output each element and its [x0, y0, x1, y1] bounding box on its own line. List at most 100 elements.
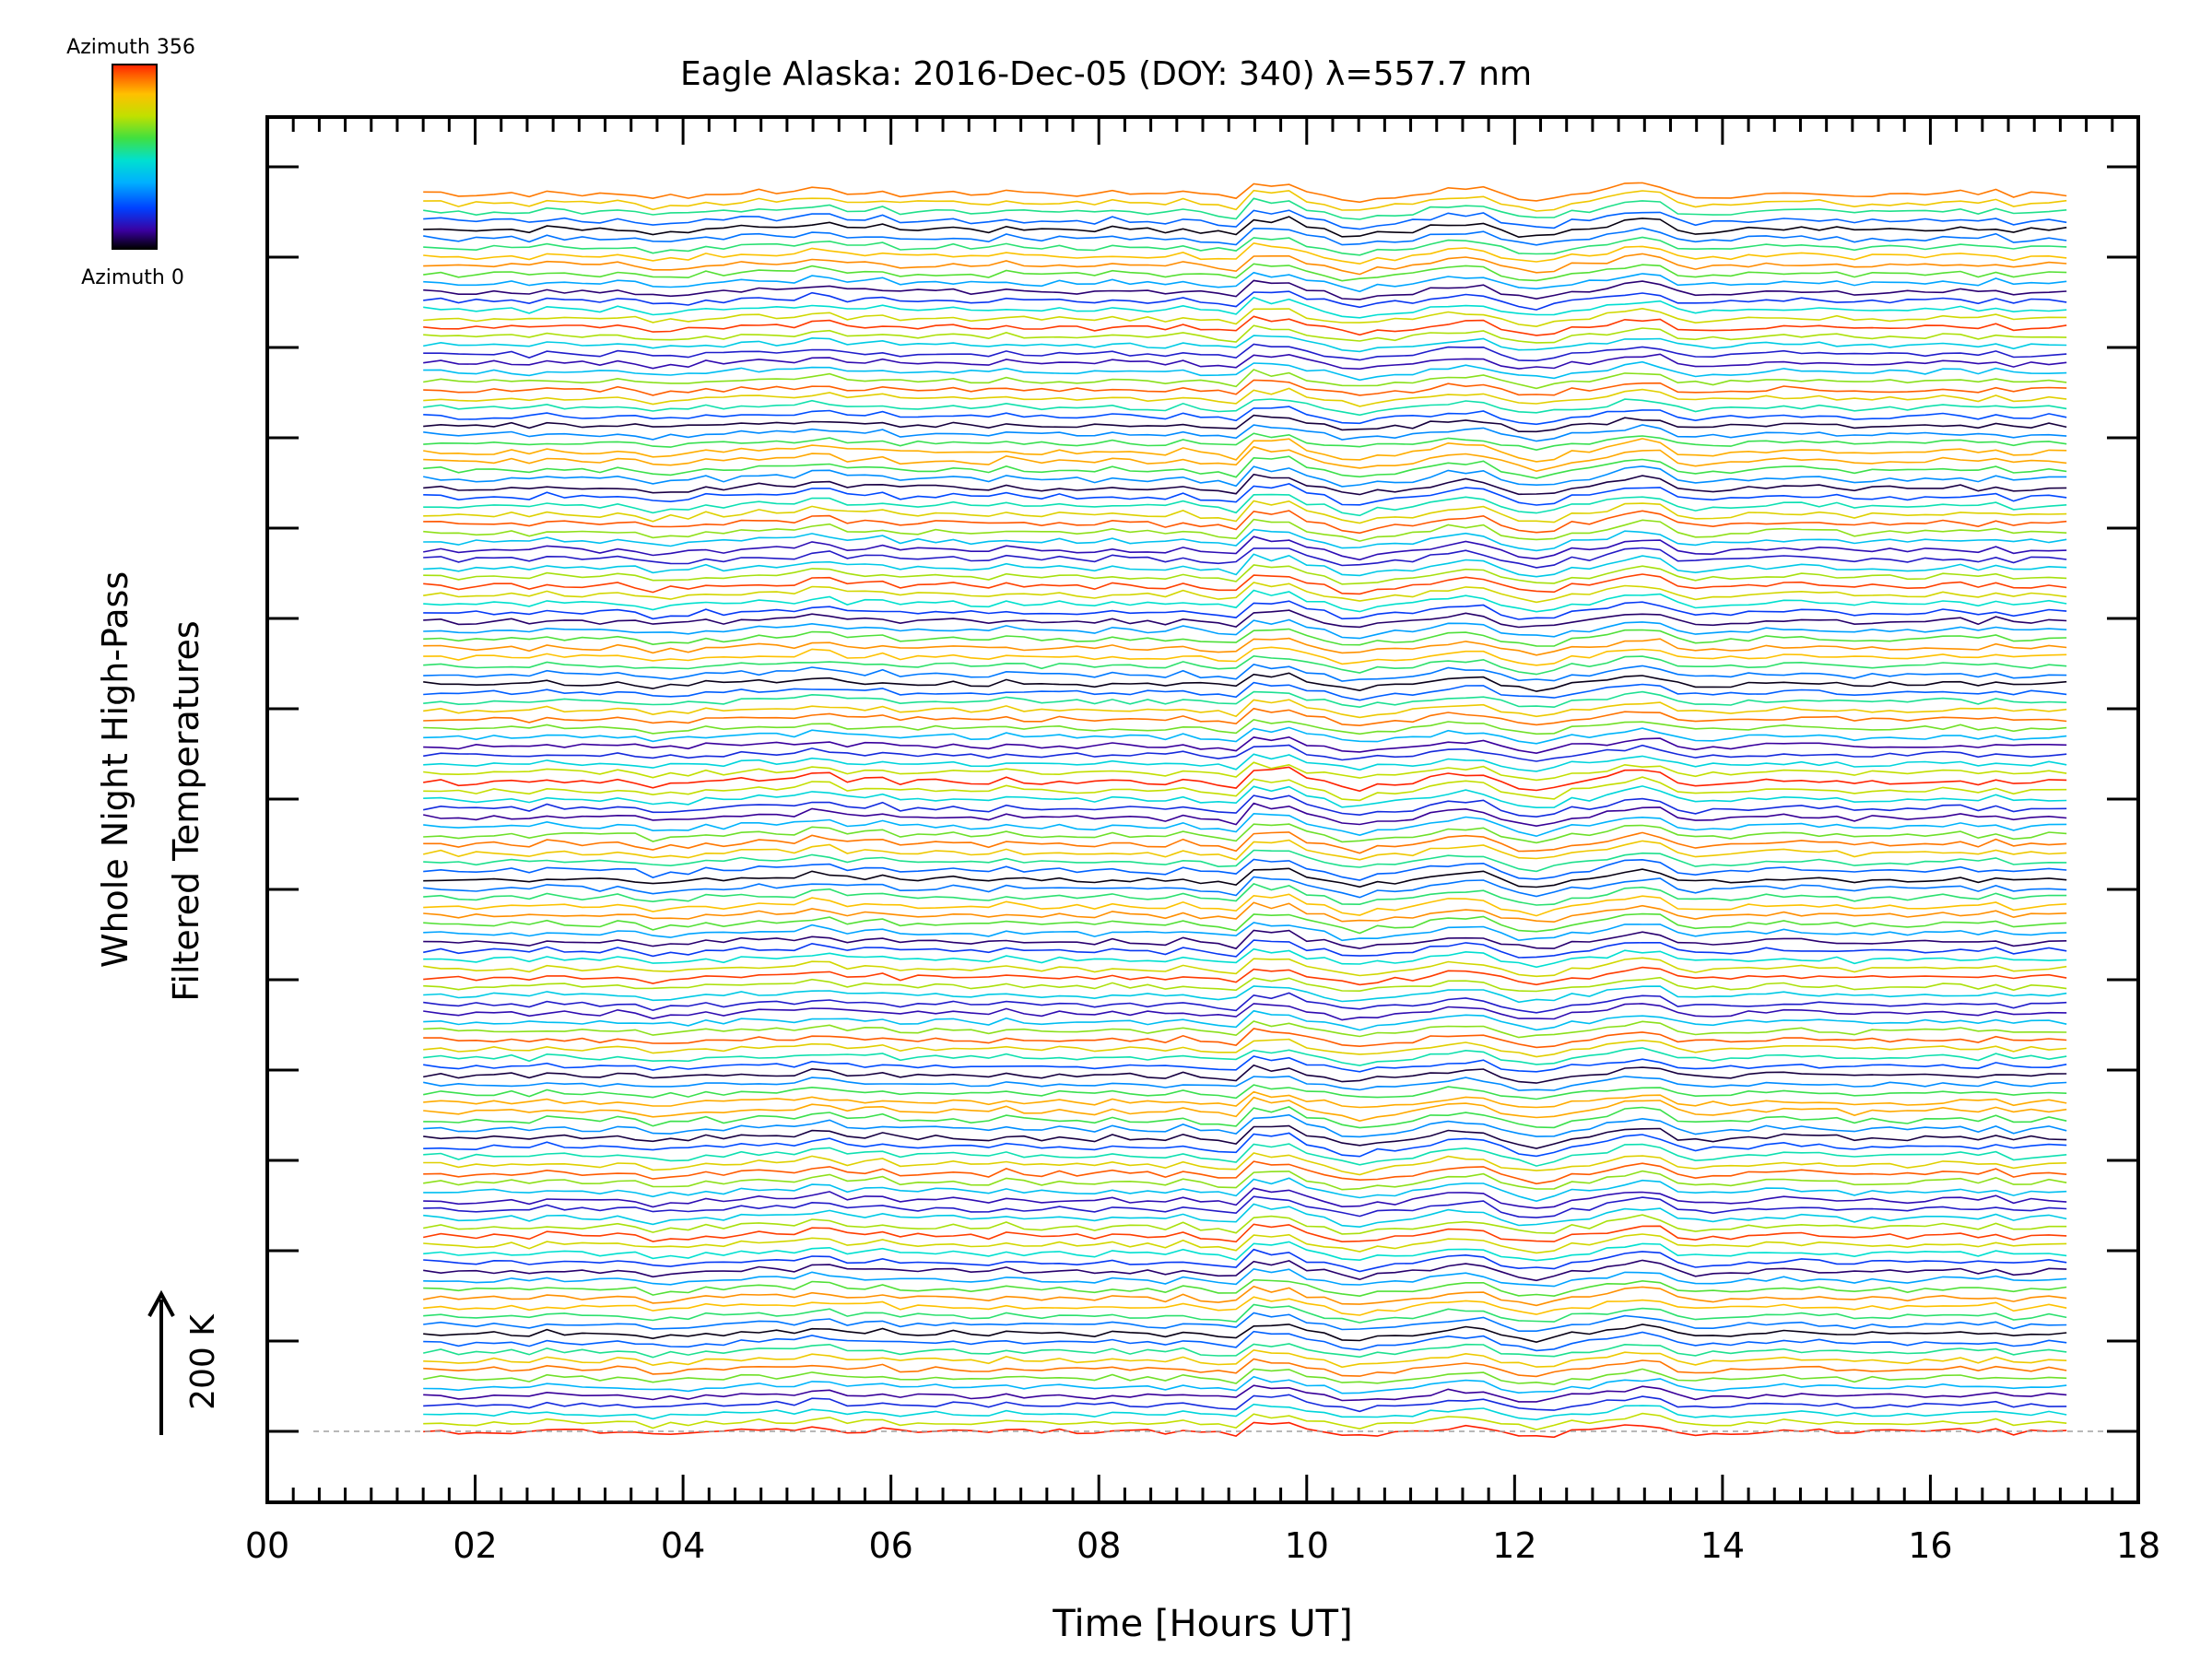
colorbar-bottom-label: Azimuth 0: [81, 266, 184, 289]
azimuth-series-line: [423, 1412, 2067, 1431]
azimuth-series-line: [423, 628, 2067, 647]
azimuth-series-line: [423, 1090, 2067, 1109]
azimuth-series-line: [423, 263, 2067, 282]
azimuth-series-line: [423, 518, 2067, 542]
azimuth-series-line: [423, 1170, 2067, 1191]
azimuth-series-line: [423, 547, 2067, 569]
azimuth-series-line: [423, 189, 2067, 212]
scale-label: 200 K: [184, 1313, 222, 1410]
azimuth-series-line: [423, 901, 2067, 924]
azimuth-series-line: [423, 744, 2067, 762]
azimuth-series-line: [423, 1259, 2067, 1282]
azimuth-series-line: [423, 699, 2067, 719]
x-tick-label: 04: [661, 1525, 705, 1566]
azimuth-series-line: [423, 343, 2067, 362]
x-tick-label: 14: [1700, 1525, 1745, 1566]
azimuth-series-line: [423, 1177, 2067, 1203]
azimuth-series-line: [423, 966, 2067, 986]
azimuth-series-line: [423, 1267, 2067, 1288]
azimuth-series-line: [423, 957, 2067, 978]
azimuth-series-line: [423, 1421, 2067, 1439]
azimuth-series-line: [423, 465, 2067, 488]
azimuth-series-line: [423, 761, 2067, 782]
azimuth-series-line: [423, 528, 2067, 552]
azimuth-series-line: [423, 794, 2067, 818]
azimuth-series-line: [423, 553, 2067, 578]
azimuth-series-line: [423, 882, 2067, 906]
azimuth-series-line: [423, 589, 2067, 613]
tick-layer: 00 02 04 06 08 10 12 14 16 18: [245, 117, 2160, 1566]
azimuth-series-line: [423, 707, 2067, 727]
azimuth-series-line: [423, 976, 2067, 993]
azimuth-series-line: [423, 1160, 2067, 1185]
azimuth-series-line: [423, 753, 2067, 772]
azimuth-series-line: [423, 253, 2067, 276]
azimuth-series-line: [423, 1028, 2067, 1049]
azimuth-series-line: [423, 369, 2067, 390]
azimuth-series-line: [423, 1384, 2067, 1403]
azimuth-series-line: [423, 985, 2067, 1004]
azimuth-series-line: [423, 1368, 2067, 1385]
azimuth-series-line: [423, 823, 2067, 844]
azimuth-series-line: [423, 1124, 2067, 1149]
azimuth-series-line: [423, 493, 2067, 517]
azimuth-series-line: [423, 637, 2067, 656]
azimuth-series-line: [423, 236, 2067, 256]
azimuth-series-line: [423, 849, 2067, 873]
x-tick-label: 00: [245, 1525, 289, 1566]
azimuth-series-line: [423, 939, 2067, 959]
azimuth-series-line: [423, 1020, 2067, 1039]
y-axis-label-line2: Filtered Temperatures: [166, 620, 206, 1001]
azimuth-series-line: [423, 564, 2067, 585]
x-axis-label: Time [Hours UT]: [1052, 1603, 1352, 1645]
x-tick-label: 08: [1077, 1525, 1121, 1566]
azimuth-series-line: [423, 1096, 2067, 1123]
azimuth-series-line: [423, 582, 2067, 604]
azimuth-series-line: [423, 726, 2067, 745]
scale-arrow: [147, 1289, 175, 1435]
azimuth-series-line: [423, 1055, 2067, 1073]
azimuth-series-line: [423, 307, 2067, 328]
azimuth-series-line: [423, 719, 2067, 735]
azimuth-series-line: [423, 1152, 2067, 1176]
azimuth-series-line: [423, 681, 2067, 701]
azimuth-series-line: [423, 500, 2067, 524]
x-tick-label: 12: [1492, 1525, 1536, 1566]
azimuth-series-line: [423, 672, 2067, 692]
colorbar: [112, 64, 158, 250]
azimuth-series-line: [423, 1106, 2067, 1129]
azimuth-series-line: [423, 1003, 2067, 1021]
series-layer: [423, 182, 2067, 1439]
azimuth-series-line: [423, 445, 2067, 473]
azimuth-series-line: [423, 473, 2067, 496]
azimuth-series-line: [423, 1296, 2067, 1316]
azimuth-series-line: [423, 438, 2067, 463]
azimuth-series-line: [423, 1285, 2067, 1307]
azimuth-series-line: [423, 858, 2067, 881]
azimuth-series-line: [423, 1324, 2067, 1344]
x-tick-label: 02: [453, 1525, 497, 1566]
azimuth-series-line: [423, 398, 2067, 417]
azimuth-series-line: [423, 1330, 2067, 1352]
azimuth-series-line: [423, 1132, 2067, 1158]
azimuth-series-line: [423, 1009, 2067, 1031]
azimuth-series-line: [423, 455, 2067, 479]
azimuth-series-line: [423, 197, 2067, 220]
azimuth-series-line: [423, 483, 2067, 506]
azimuth-series-line: [423, 912, 2067, 935]
azimuth-series-line: [423, 296, 2067, 319]
azimuth-series-line: [423, 1303, 2067, 1324]
azimuth-series-line: [423, 1214, 2067, 1235]
azimuth-series-line: [423, 1143, 2067, 1167]
azimuth-series-line: [423, 387, 2067, 407]
azimuth-series-line: [423, 315, 2067, 336]
azimuth-series-line: [423, 271, 2067, 293]
azimuth-series-line: [423, 1203, 2067, 1229]
azimuth-series-line: [423, 279, 2067, 300]
azimuth-series-line: [423, 1075, 2067, 1091]
azimuth-series-line: [423, 876, 2067, 899]
azimuth-series-line: [423, 510, 2067, 535]
azimuth-series-line: [423, 1047, 2067, 1066]
azimuth-series-line: [423, 324, 2067, 344]
